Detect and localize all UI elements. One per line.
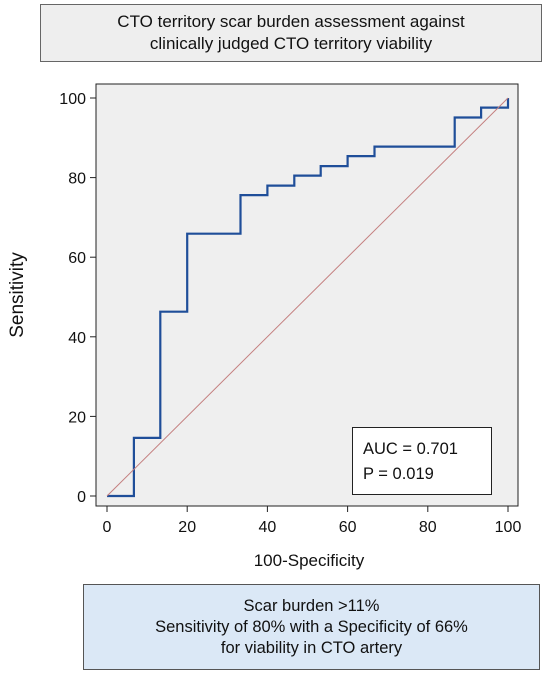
result-line-3: for viability in CTO artery <box>220 638 403 657</box>
y-tick-label-0: 0 <box>77 489 86 506</box>
roc-chart: 0 20 40 60 80 100 0 20 40 60 80 100 100-Specificity S… <box>7 83 522 570</box>
x-tick-label-2: 40 <box>259 519 277 536</box>
y-tick-label-1: 20 <box>68 409 86 426</box>
chart-title-line-2: clinically judged CTO territory viabilit… <box>149 34 433 53</box>
x-tick-label-5: 100 <box>495 519 522 536</box>
chart-title-line-1: CTO territory scar burden assessment aga… <box>117 12 465 31</box>
y-tick-label-3: 60 <box>68 250 86 267</box>
x-tick-label-1: 20 <box>178 519 196 536</box>
roc-curve-line <box>107 98 510 498</box>
y-tick-label-2: 40 <box>68 330 86 347</box>
auc-annotation-box: AUC = 0.701 P = 0.019 <box>352 427 492 495</box>
result-line-1: Scar burden >11% <box>243 596 380 615</box>
auc-value: AUC = 0.701 <box>363 440 458 458</box>
p-value: P = 0.019 <box>363 465 434 483</box>
x-tick-label-0: 0 <box>103 519 112 536</box>
y-axis-label: Sensitivity <box>7 252 28 338</box>
x-tick-label-3: 60 <box>339 519 357 536</box>
reference-diagonal-line <box>106 97 509 497</box>
result-line-2: Sensitivity of 80% with a Specificity of… <box>155 617 468 636</box>
y-tick-label-5: 100 <box>59 91 86 108</box>
x-axis-label: 100-Specificity <box>254 551 365 570</box>
chart-title-box: CTO territory scar burden assessment aga… <box>40 4 542 62</box>
result-summary-box: Scar burden >11% Sensitivity of 80% with… <box>83 584 540 670</box>
y-tick-label-4: 80 <box>68 171 86 188</box>
x-tick-label-4: 80 <box>419 519 437 536</box>
